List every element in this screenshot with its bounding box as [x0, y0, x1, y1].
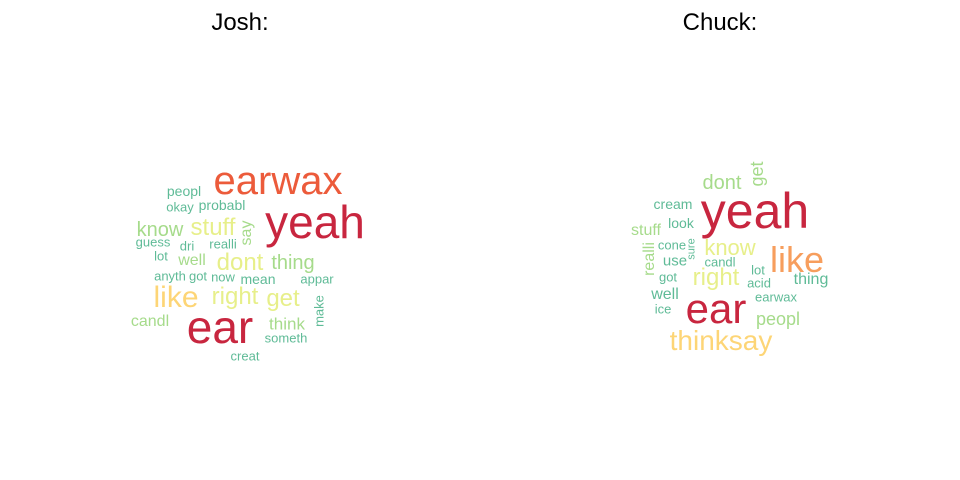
cloud-word-dri: dri [179, 238, 195, 254]
cloud-word-know: know [704, 235, 756, 260]
cloud-word-okay: okay [166, 199, 194, 215]
cloud-word-dont: dont [702, 172, 742, 194]
wordcloud-josh: earwax yeah ear like stuff dont right get know th… [130, 159, 365, 364]
cloud-word-think: think [269, 314, 305, 334]
cloud-word-appar: appar [300, 271, 334, 287]
cloud-word-mean: mean [240, 271, 276, 287]
cloud-word-lot: lot [751, 262, 765, 278]
cloud-word-cream: cream [653, 196, 693, 212]
cloud-word-right: right [692, 264, 740, 291]
cloud-word-peopl: peopl [166, 183, 202, 199]
cloud-word-creat: creat [230, 348, 260, 364]
cloud-word-ear: ear [685, 285, 747, 332]
cloud-word-yeah: yeah [700, 183, 810, 239]
cloud-word-acid: acid [747, 275, 771, 291]
wordcloud-panel-chuck: Chuck: yeah ear like thinksay know right dont g… [480, 0, 960, 480]
cloud-word-peopl: peopl [755, 309, 801, 329]
cloud-word-make: make [311, 295, 327, 327]
cloud-word-stuff: stuff [190, 214, 236, 241]
cloud-word-stuff: stuff [631, 222, 661, 239]
cloud-word-candl: candl [130, 313, 170, 330]
cloud-word-candl: candl [704, 254, 736, 270]
panel-title-josh: Josh: [211, 9, 269, 36]
cloud-word-look: look [668, 215, 694, 231]
cloud-word-now: now [211, 269, 235, 285]
cloud-word-someth: someth [264, 330, 308, 346]
cloud-word-ice: ice [654, 301, 672, 317]
cloud-word-thing: thing [271, 252, 315, 274]
cloud-word-realli: realli [641, 242, 658, 276]
cloud-word-lot: lot [154, 248, 168, 264]
cloud-word-thing: thing [793, 271, 829, 288]
cloud-word-well: well [651, 286, 679, 303]
wordcloud-panel-josh: Josh: earwax yeah ear like stuff dont right get… [130, 9, 365, 364]
cloud-word-like: like [769, 239, 825, 280]
cloud-word-cone: cone [657, 237, 687, 253]
cloud-word-well: well [178, 252, 206, 269]
cloud-word-know: know [136, 219, 184, 241]
cloud-word-earwax: earwax [213, 159, 343, 203]
panel-title-chuck: Chuck: [682, 9, 758, 36]
cloud-word-earwax: earwax [755, 289, 797, 305]
cloud-word-guess: guess [135, 234, 171, 250]
cloud-word-ear: ear [186, 301, 254, 353]
wordcloud-chuck: yeah ear like thinksay know right dont get peopl… [480, 0, 960, 480]
cloud-word-got: got [188, 268, 208, 284]
cloud-word-sure: sure [685, 238, 698, 260]
cloud-word-get: get [266, 285, 300, 312]
cloud-word-right: right [211, 283, 259, 310]
cloud-word-realli: realli [209, 236, 237, 252]
cloud-word-dont: dont [216, 249, 264, 276]
cloud-word-probabl: probabl [198, 197, 246, 213]
cloud-word-say: say [238, 220, 255, 246]
cloud-word-yeah: yeah [265, 196, 365, 248]
cloud-word-like: like [153, 281, 199, 314]
cloud-word-got: got [658, 269, 678, 285]
cloud-word-get: get [747, 161, 767, 187]
cloud-word-thinksay: thinksay [669, 325, 773, 356]
cloud-word-anyth: anyth [154, 268, 186, 284]
cloud-word-use: use [662, 252, 688, 270]
